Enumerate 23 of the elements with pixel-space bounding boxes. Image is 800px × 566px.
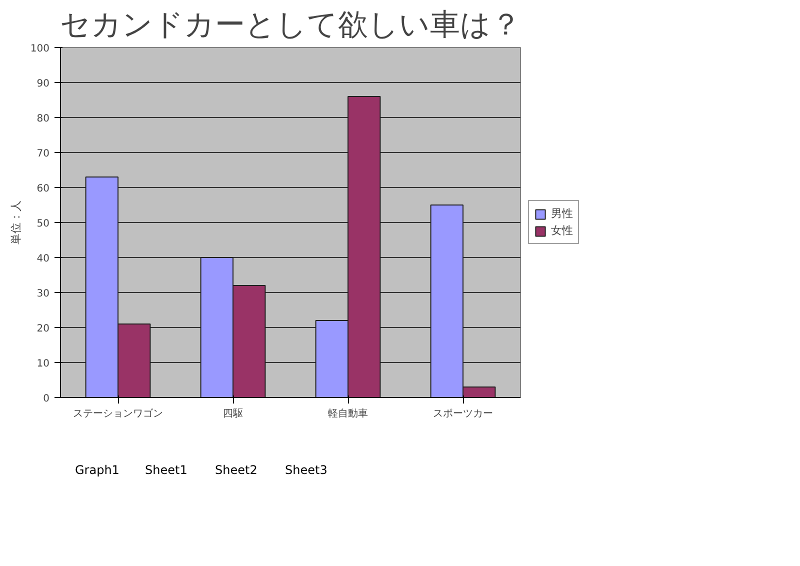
- y-axis-title: 単位：人: [9, 200, 22, 244]
- y-tick-label: 50: [36, 218, 50, 230]
- caption: Graph1: [75, 462, 120, 479]
- x-tick-label: スポーツカー: [433, 408, 493, 420]
- chart-title: セカンドカーとして欲しい車は？: [60, 8, 521, 42]
- text: Sheet1: [145, 462, 188, 479]
- y-tick-label: 30: [36, 288, 50, 300]
- y-tick-label: 70: [36, 148, 50, 160]
- y-tick-label: 40: [36, 254, 50, 264]
- y-tick-label: 10: [36, 358, 50, 370]
- y-tick-label: 0: [43, 394, 50, 404]
- text: Sheet3: [285, 462, 328, 479]
- x-tick-label: 軽自動車: [328, 408, 368, 420]
- x-tick-label: 四駆: [223, 408, 243, 420]
- y-tick-label: 60: [36, 184, 50, 194]
- x-tick-label: ステーションワゴン: [73, 408, 163, 420]
- y-tick-label: 20: [36, 324, 50, 334]
- y-tick-label: 90: [36, 78, 50, 90]
- legend-label: 男性: [551, 206, 573, 221]
- y-tick-label: 100: [30, 44, 50, 54]
- legend-label: 女性: [551, 223, 573, 238]
- text: Sheet2: [215, 462, 258, 479]
- y-tick-label: 80: [36, 114, 50, 124]
